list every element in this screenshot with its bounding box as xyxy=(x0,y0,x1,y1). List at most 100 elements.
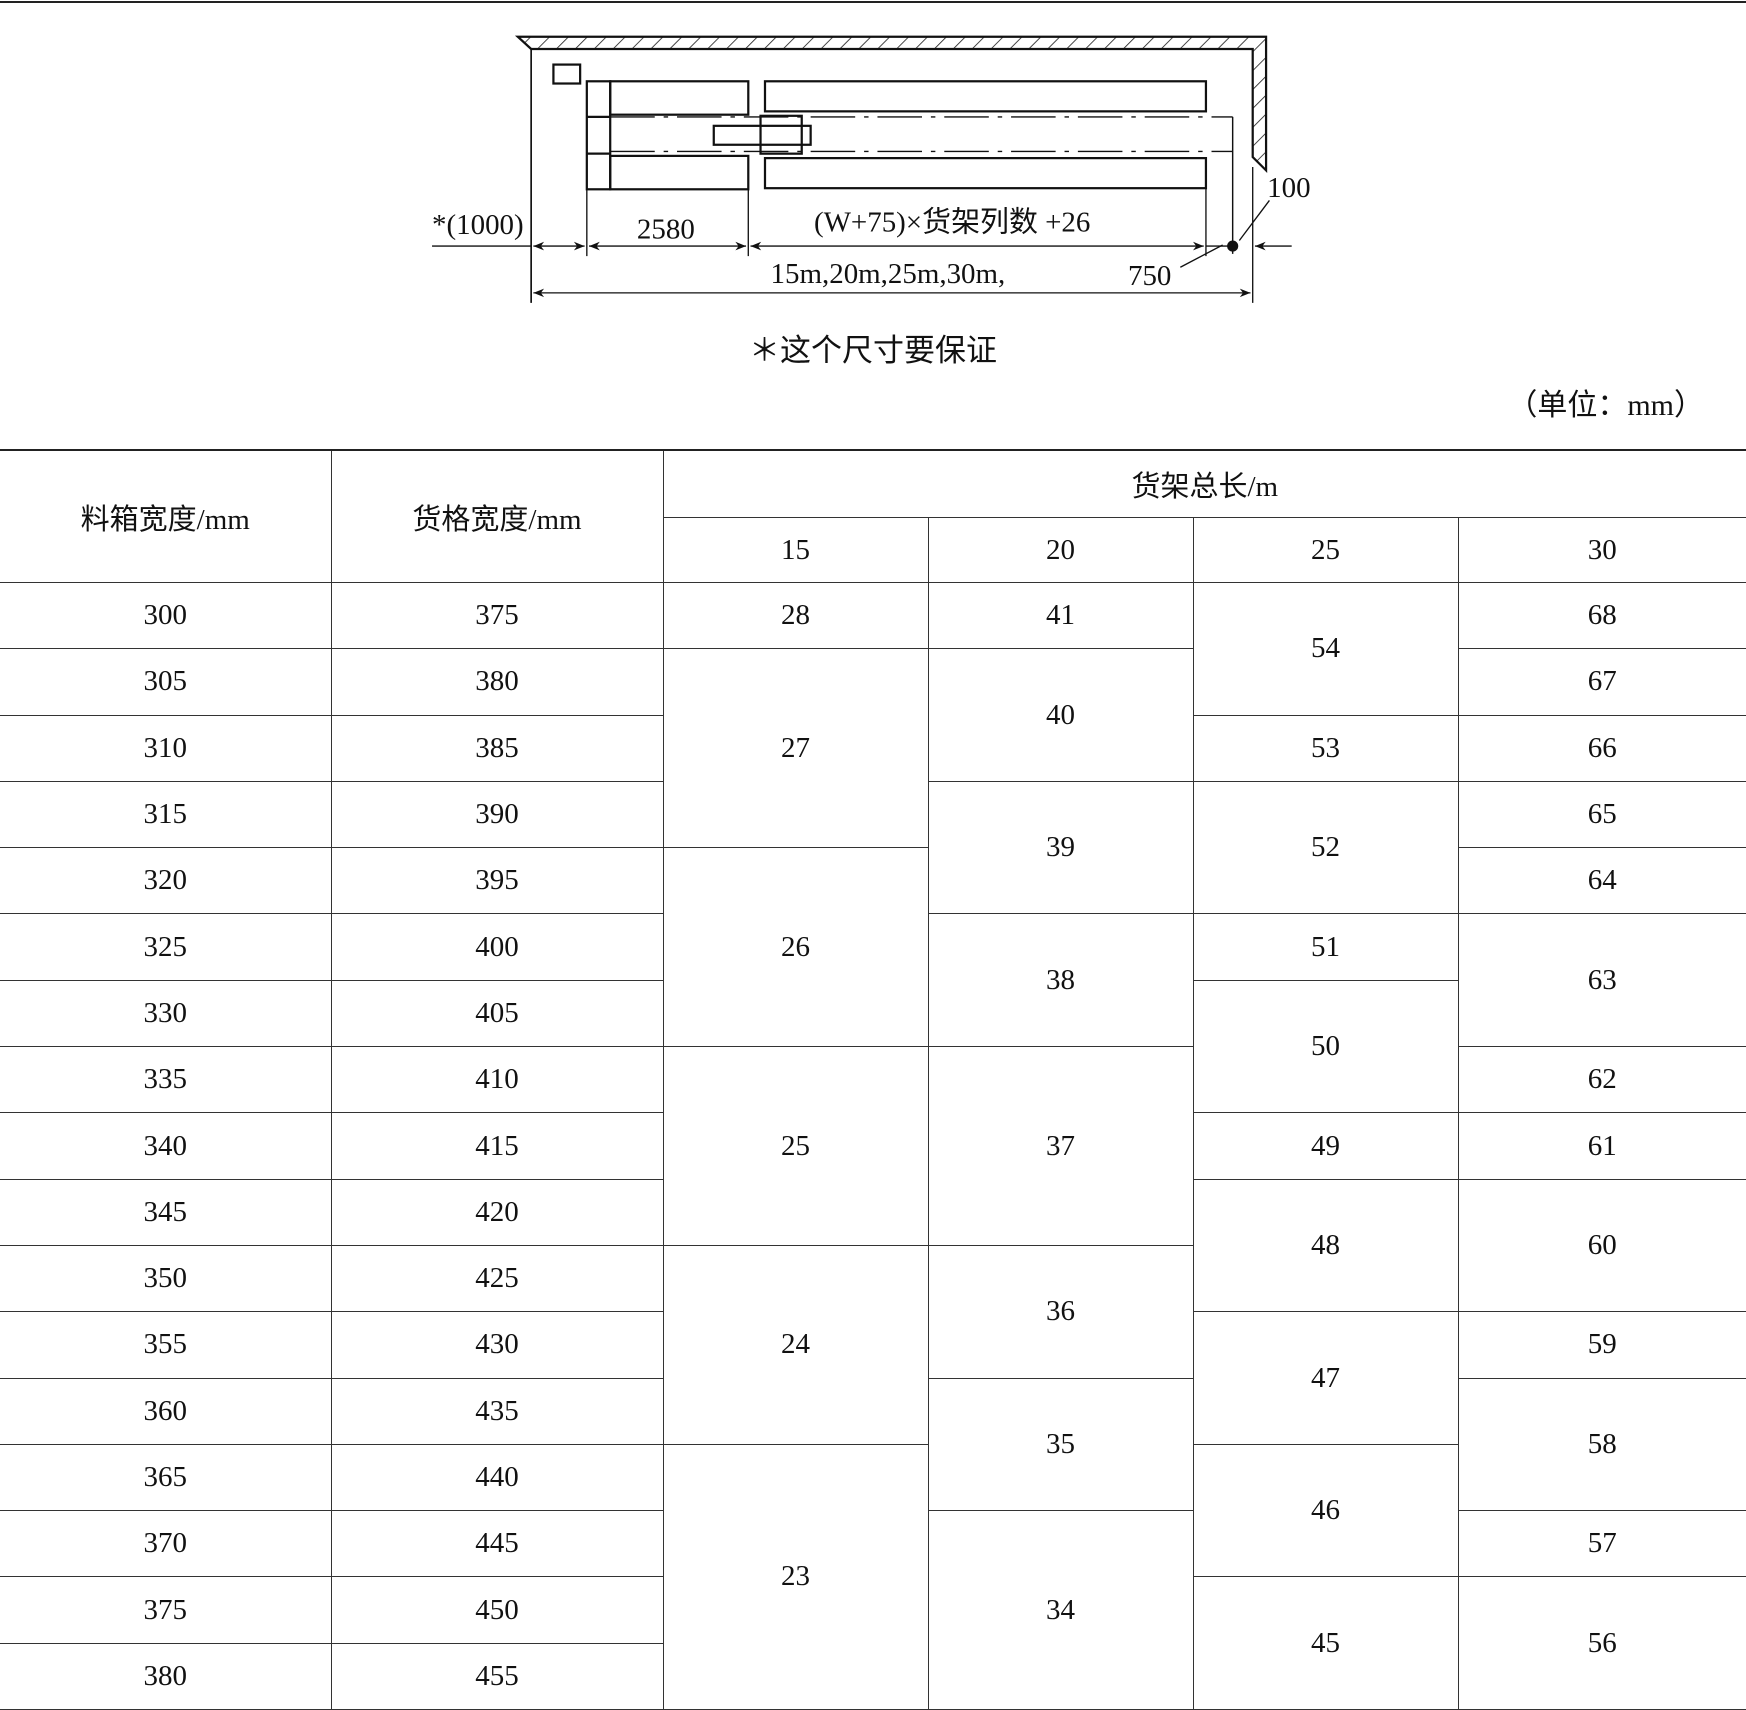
bin-width-cell: 330 xyxy=(0,979,332,1048)
column-count-cell: 39 xyxy=(927,780,1194,915)
column-count-cell: 60 xyxy=(1457,1178,1746,1313)
table-row: 300 375 28 41 54 68 xyxy=(0,581,1746,716)
table-row: 370 445 34 57 xyxy=(0,1510,1746,1710)
dimension-2580: 2580 xyxy=(637,213,695,245)
bin-width-cell: 375 xyxy=(0,1576,332,1644)
column-count-cell: 61 xyxy=(1457,1112,1746,1180)
bin-width-cell: 345 xyxy=(0,1178,332,1246)
slot-width-cell: 410 xyxy=(330,1046,664,1114)
header-length-20: 20 xyxy=(927,517,1194,583)
column-count-cell: 63 xyxy=(1457,913,1746,1048)
column-count-cell: 34 xyxy=(927,1510,1194,1710)
column-count-cell: 37 xyxy=(927,1046,1194,1246)
header-length-30: 30 xyxy=(1457,517,1746,583)
header-total-length: 货架总长/m xyxy=(662,449,1746,518)
table-row: 360 435 35 58 xyxy=(0,1377,1746,1512)
column-count-cell: 65 xyxy=(1457,780,1746,849)
table-row: 330 405 50 xyxy=(0,979,1746,1114)
column-count-cell: 47 xyxy=(1192,1311,1459,1445)
bin-width-cell: 340 xyxy=(0,1112,332,1180)
wall-top xyxy=(514,35,1268,174)
slot-width-cell: 440 xyxy=(330,1443,664,1512)
station-frame xyxy=(585,80,612,191)
column-count-cell: 56 xyxy=(1457,1576,1746,1710)
input-conveyor-upper xyxy=(609,80,750,116)
column-count-cell: 41 xyxy=(927,581,1194,650)
table-row: 340 415 49 61 xyxy=(0,1112,1746,1180)
column-count-cell: 35 xyxy=(927,1377,1194,1512)
slot-width-cell: 445 xyxy=(330,1510,664,1578)
dimension-100: 100 xyxy=(1267,172,1310,204)
table-row: 365 440 23 46 xyxy=(0,1443,1746,1710)
warehouse-layout-diagram: *(1000) 2580 (W+75)×货架列数 +26 15m,20m,25m… xyxy=(432,35,1311,303)
stacker-crane xyxy=(759,114,803,155)
table-row: 355 430 47 59 xyxy=(0,1311,1746,1445)
slot-width-cell: 375 xyxy=(330,581,664,650)
dimension-formula: (W+75)×货架列数 +26 xyxy=(814,207,1090,239)
column-count-cell: 24 xyxy=(662,1244,929,1445)
header-length-25: 25 xyxy=(1192,517,1459,583)
column-count-cell: 27 xyxy=(662,648,929,849)
bin-width-cell: 335 xyxy=(0,1046,332,1114)
diagram-caption: ＊这个尺寸要保证 xyxy=(749,333,997,368)
slot-width-cell: 415 xyxy=(330,1112,664,1180)
table-row: 305 380 27 40 67 xyxy=(0,648,1746,849)
stacker-crane-fork xyxy=(712,124,812,146)
column-count-cell: 46 xyxy=(1192,1443,1458,1578)
bin-width-cell: 365 xyxy=(0,1443,332,1512)
header-slot-width: 货格宽度/mm xyxy=(330,449,664,583)
table-row: 375 450 45 56 xyxy=(0,1576,1746,1710)
column-count-cell: 28 xyxy=(662,581,929,650)
bin-width-cell: 300 xyxy=(0,581,332,650)
table-row: 325 400 38 51 63 xyxy=(0,913,1746,1048)
rack-lower xyxy=(763,157,1208,190)
table-row: 315 390 39 52 65 xyxy=(0,780,1746,915)
bin-width-cell: 310 xyxy=(0,714,332,782)
column-count-cell: 36 xyxy=(927,1244,1193,1379)
bin-width-cell: 315 xyxy=(0,780,332,849)
column-count-cell: 58 xyxy=(1457,1377,1746,1512)
slot-width-cell: 395 xyxy=(330,847,664,915)
column-count-cell: 66 xyxy=(1457,714,1746,782)
column-count-cell: 38 xyxy=(927,913,1194,1048)
dimension-total-lengths: 15m,20m,25m,30m, xyxy=(771,258,1006,290)
table-row: 310 385 53 66 xyxy=(0,714,1746,782)
column-count-cell: 40 xyxy=(927,648,1194,782)
column-count-cell: 57 xyxy=(1457,1510,1746,1578)
bin-width-cell: 360 xyxy=(0,1377,332,1445)
table-row: 320 395 26 64 xyxy=(0,847,1746,1048)
slot-width-cell: 390 xyxy=(330,780,664,849)
header-length-15: 15 xyxy=(663,517,929,583)
dimension-clearance: *(1000) xyxy=(432,209,524,241)
column-count-cell: 26 xyxy=(662,847,929,1048)
input-conveyor-lower xyxy=(609,154,750,191)
rack-upper xyxy=(763,80,1208,113)
column-count-cell: 67 xyxy=(1457,648,1746,716)
table-row: 380 455 xyxy=(0,1642,1746,1710)
slot-width-cell: 455 xyxy=(330,1642,663,1710)
column-count-cell: 48 xyxy=(1192,1178,1459,1313)
column-count-cell: 50 xyxy=(1192,979,1458,1114)
slot-width-cell: 450 xyxy=(330,1576,664,1644)
column-count-cell: 51 xyxy=(1192,913,1459,981)
column-count-cell: 53 xyxy=(1192,714,1459,782)
column-count-cell: 54 xyxy=(1192,582,1459,716)
column-count-cell: 45 xyxy=(1192,1576,1459,1710)
slot-width-cell: 400 xyxy=(330,913,664,981)
column-count-cell: 23 xyxy=(662,1443,929,1710)
column-count-cell: 49 xyxy=(1192,1112,1459,1180)
column-count-cell: 52 xyxy=(1192,780,1459,915)
dimension-750: 750 xyxy=(1128,260,1171,292)
table-row: 335 410 25 37 62 xyxy=(0,1046,1746,1246)
bin-width-cell: 305 xyxy=(0,648,332,716)
slot-width-cell: 385 xyxy=(330,714,664,782)
column-count-cell: 68 xyxy=(1457,581,1746,650)
slot-width-cell: 405 xyxy=(330,979,664,1048)
bin-width-cell: 355 xyxy=(0,1311,332,1379)
column-count-cell: 25 xyxy=(662,1046,929,1246)
slot-width-cell: 435 xyxy=(330,1377,664,1445)
control-box xyxy=(552,63,582,85)
slot-width-cell: 380 xyxy=(330,648,664,716)
rack-column-count-table: 料箱宽度/mm 货格宽度/mm 货架总长/m 15 20 25 30 300 37… xyxy=(0,449,1746,1710)
slot-width-cell: 430 xyxy=(330,1311,664,1379)
